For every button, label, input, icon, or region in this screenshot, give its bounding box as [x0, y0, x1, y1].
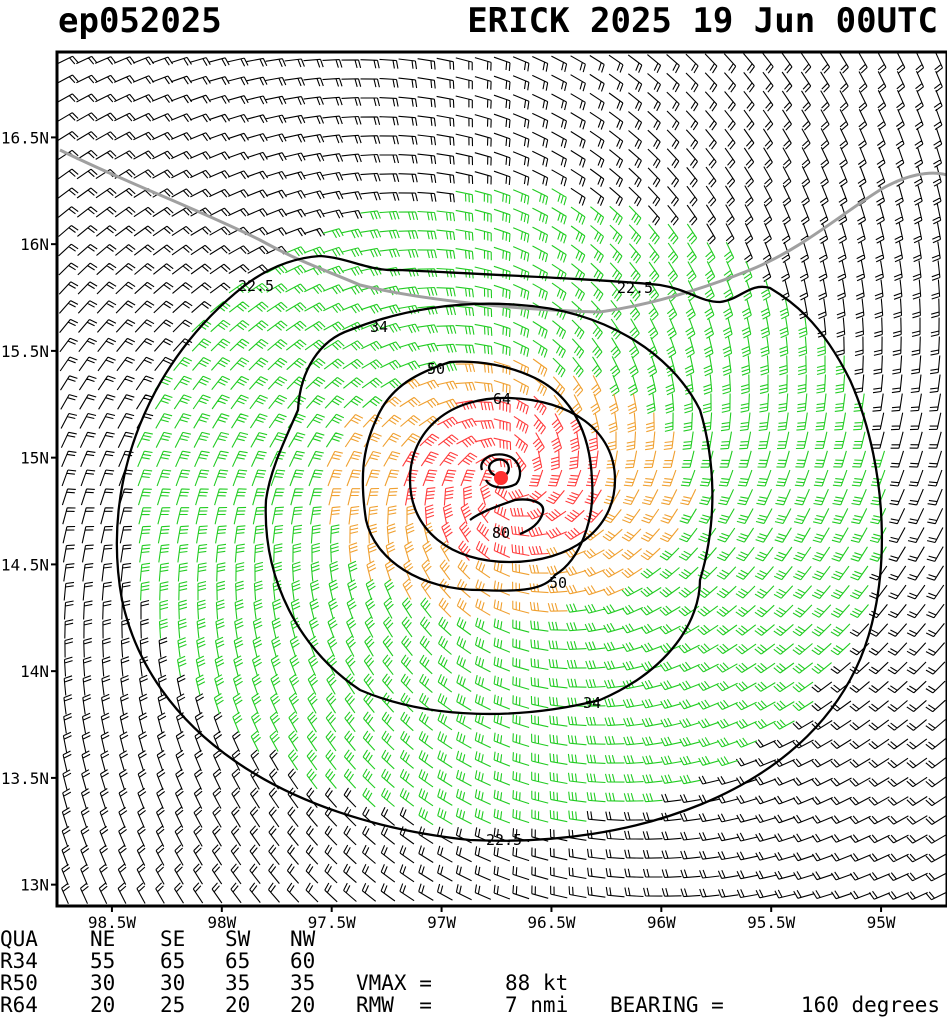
- contour-label-22-5-west: 22.5: [238, 277, 274, 295]
- table-header-cell: SW: [225, 927, 251, 951]
- contour-label-22-5-east: 22.5: [617, 279, 653, 297]
- lon-tick-label: 98W: [207, 913, 236, 932]
- contour-label-34-south: 34: [583, 694, 601, 712]
- table-cell: 20: [90, 993, 115, 1017]
- longitude-axis: 98.5W 98W 97.5W 97W 96.5W 96W 95.5W 95W: [88, 906, 896, 932]
- contour-22-5: [115, 254, 884, 842]
- contour-label-50-south: 50: [549, 574, 567, 592]
- vmax-value: 88 kt: [505, 971, 568, 995]
- table-cell: R50: [0, 971, 38, 995]
- table-header-cell: NE: [90, 927, 115, 951]
- table-cell: 55: [90, 949, 115, 973]
- table-header-cell: SE: [160, 927, 185, 951]
- table-cell: 35: [290, 971, 315, 995]
- map-area: 22.5 22.5 34 34 50 50 64 80 22.5: [55, 50, 947, 908]
- map-frame: [55, 50, 947, 908]
- contour-label-64: 64: [493, 390, 511, 408]
- table-cell: 25: [160, 993, 185, 1017]
- contour-50: [361, 360, 594, 592]
- lon-tick-label: 95W: [867, 913, 896, 932]
- table-cell: 30: [90, 971, 115, 995]
- contour-label-22-5-south: 22.5: [486, 831, 522, 849]
- lat-tick-label: 14N: [20, 662, 49, 681]
- table-cell: 60: [290, 949, 315, 973]
- table-header-cell: QUA: [0, 927, 38, 951]
- lat-tick-label: 16N: [20, 235, 49, 254]
- storm-center-marker: [494, 471, 508, 485]
- storm-time-title: ERICK 2025 19 Jun 00UTC: [467, 1, 938, 41]
- storm-id-title: ep052025: [58, 1, 222, 41]
- rmw-label: RMW =: [356, 993, 432, 1017]
- rmw-value: 7 nmi: [505, 993, 568, 1017]
- wind-radii-table: QUA NE SE SW NW R34 55 65 65 60 R50 30 30 35 35 R64 20 25…: [0, 927, 316, 1017]
- table-cell: 65: [160, 949, 185, 973]
- wind-barb-group: [136, 188, 887, 826]
- contour-88: [487, 458, 510, 478]
- table-cell: 20: [225, 993, 250, 1017]
- contour-34: [264, 302, 714, 716]
- contour-label-34-north: 34: [370, 318, 388, 336]
- contour-80: [469, 453, 545, 536]
- table-cell: 35: [225, 971, 250, 995]
- wind-contours: [115, 254, 884, 842]
- lon-tick-label: 97.5W: [308, 913, 357, 932]
- table-cell: R64: [0, 993, 38, 1017]
- contour-64: [408, 396, 617, 564]
- lat-tick-label: 13N: [20, 876, 49, 895]
- wind-barb-group: [326, 358, 697, 618]
- lat-tick-label: 16.5N: [1, 128, 49, 147]
- lat-tick-label: 14.5N: [1, 555, 49, 574]
- lat-tick-label: 15N: [20, 449, 49, 468]
- table-header-cell: NW: [290, 927, 316, 951]
- lon-tick-label: 97W: [427, 913, 456, 932]
- contour-label-50-north: 50: [427, 360, 445, 378]
- latitude-axis: 16.5N 16N 15.5N 15N 14.5N 14N 13.5N 13N: [1, 128, 57, 895]
- contour-labels: 22.5 22.5 34 34 50 50 64 80 22.5: [238, 277, 653, 849]
- table-cell: 30: [160, 971, 185, 995]
- vmax-label: VMAX =: [356, 971, 432, 995]
- lat-tick-label: 13.5N: [1, 769, 49, 788]
- table-cell: R34: [0, 949, 38, 973]
- lon-tick-label: 95.5W: [747, 913, 796, 932]
- lat-tick-label: 15.5N: [1, 342, 49, 361]
- bearing-value: 160 degrees: [801, 993, 940, 1017]
- table-cell: 65: [225, 949, 250, 973]
- lon-tick-label: 96.5W: [527, 913, 576, 932]
- lon-tick-label: 96W: [647, 913, 676, 932]
- wind-barb-group: [57, 52, 947, 905]
- table-cell: 20: [290, 993, 315, 1017]
- bearing-label: BEARING =: [610, 993, 724, 1017]
- lon-tick-label: 98.5W: [88, 913, 137, 932]
- contour-label-80: 80: [492, 524, 510, 542]
